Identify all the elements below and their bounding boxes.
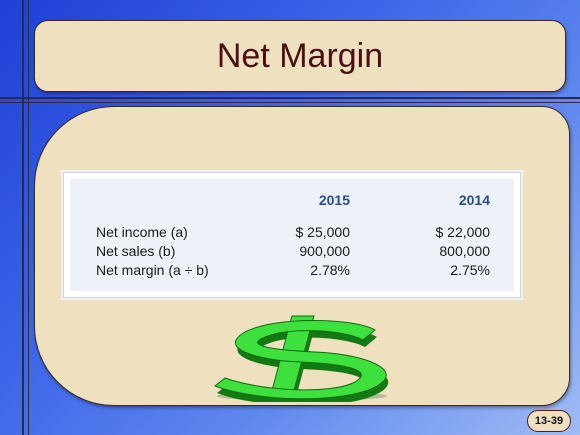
net-margin-table: 2015 2014 Net income (a) $ 25,000 $ 22,0…: [63, 172, 521, 298]
title-panel: Net Margin: [34, 20, 566, 92]
dollar-sign-icon: [214, 315, 389, 402]
net-income-2014: $ 22,000: [435, 224, 491, 240]
page-number: 13-39: [534, 415, 564, 427]
slide-title: Net Margin: [216, 36, 384, 75]
net-income-2015: $ 25,000: [295, 224, 351, 240]
horizontal-rule-line: [0, 97, 580, 99]
net-sales-2014: 800,000: [439, 243, 490, 259]
net-margin-2014: 2.75%: [450, 262, 490, 278]
page-number-badge: 13-39: [527, 410, 571, 432]
net-margin-2015: 2.78%: [310, 262, 350, 278]
table-body: 2015 2014 Net income (a) $ 25,000 $ 22,0…: [70, 179, 514, 291]
left-rule-line: [22, 0, 24, 435]
left-rule-line-thin: [28, 0, 29, 435]
horizontal-rule-line-thin: [0, 102, 580, 103]
column-header-2015: 2015: [318, 192, 350, 208]
column-header-2014: 2014: [458, 192, 490, 208]
net-sales-2015: 900,000: [299, 243, 350, 259]
row-label-net-income: Net income (a): [96, 224, 188, 240]
row-label-net-margin: Net margin (a ÷ b): [96, 262, 209, 278]
row-label-net-sales: Net sales (b): [96, 243, 176, 259]
